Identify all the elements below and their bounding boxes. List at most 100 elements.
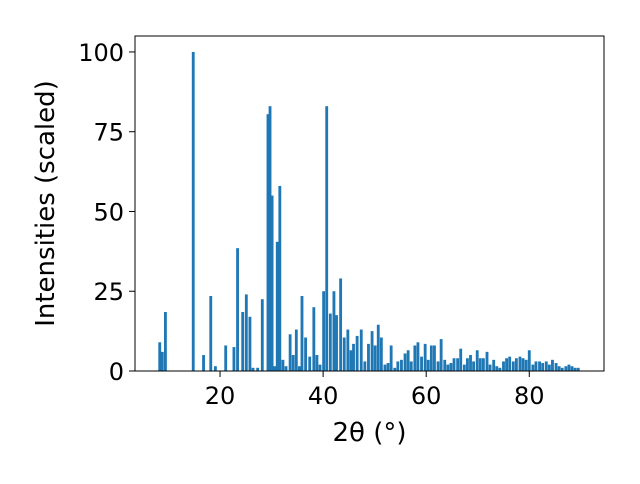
bar <box>508 356 512 371</box>
bar <box>446 364 450 371</box>
bar <box>495 366 499 371</box>
bar <box>449 363 453 371</box>
bar <box>294 329 298 371</box>
bar <box>426 359 430 371</box>
bar <box>541 363 545 371</box>
bar <box>400 359 403 371</box>
bar <box>534 361 538 371</box>
bar <box>275 241 279 371</box>
y-tick-label: 0 <box>109 358 124 386</box>
bar <box>420 356 423 371</box>
bar <box>363 361 367 371</box>
bar <box>564 366 568 371</box>
bar <box>224 345 228 371</box>
bar <box>502 361 505 371</box>
bar <box>485 351 489 371</box>
bar <box>256 367 260 371</box>
bar <box>469 355 472 371</box>
bar <box>260 299 264 371</box>
bar <box>236 248 239 371</box>
bar <box>325 106 329 371</box>
x-tick-label: 80 <box>514 382 545 410</box>
bar <box>514 358 518 371</box>
bar <box>346 329 350 371</box>
bar <box>393 367 397 371</box>
bar <box>281 359 285 371</box>
bar <box>423 343 427 371</box>
bar <box>355 335 359 371</box>
bar <box>278 185 282 371</box>
bar <box>452 358 456 371</box>
bar <box>518 356 522 371</box>
bar <box>567 364 571 371</box>
bar <box>163 311 167 371</box>
bar <box>498 367 502 371</box>
x-tick-label: 60 <box>411 382 442 410</box>
bar <box>531 364 535 371</box>
bar <box>475 350 479 371</box>
bar <box>481 358 485 371</box>
bar <box>339 278 343 371</box>
bar <box>544 361 548 371</box>
bar <box>472 361 476 371</box>
bar <box>322 291 326 371</box>
bar <box>396 361 400 371</box>
bar <box>488 364 492 371</box>
bar <box>511 361 515 371</box>
bar <box>352 343 355 371</box>
bars-group <box>158 51 580 372</box>
bar <box>389 345 393 371</box>
bar <box>291 355 295 371</box>
bar <box>160 351 164 371</box>
bar <box>466 358 469 371</box>
bar <box>270 195 274 371</box>
bar <box>383 364 387 371</box>
bar <box>521 358 525 371</box>
bar <box>342 337 346 371</box>
bar <box>315 355 319 371</box>
bar <box>335 315 338 371</box>
bar <box>158 342 162 371</box>
bar <box>573 367 577 371</box>
bar <box>213 366 217 371</box>
bar <box>273 366 277 371</box>
bar <box>524 359 528 371</box>
bar <box>557 366 561 371</box>
bar <box>232 347 236 371</box>
bar <box>328 313 332 371</box>
bar <box>268 106 272 371</box>
bar <box>244 294 248 371</box>
y-tick-label: 25 <box>93 278 124 306</box>
bar <box>248 316 252 371</box>
bar <box>202 355 205 371</box>
y-tick-label: 50 <box>93 198 124 226</box>
bar <box>492 359 496 371</box>
bar <box>413 345 417 371</box>
bar <box>551 359 554 371</box>
bar <box>547 364 551 371</box>
bar <box>304 337 308 371</box>
y-tick-label: 100 <box>78 39 124 67</box>
bar <box>376 324 380 371</box>
bar <box>312 307 316 371</box>
bar <box>459 348 463 371</box>
x-tick-label: 40 <box>308 382 339 410</box>
bar <box>288 334 292 371</box>
bar <box>409 361 413 371</box>
bar <box>433 345 436 371</box>
bar <box>456 358 460 371</box>
bar <box>379 337 383 371</box>
bar <box>478 358 482 371</box>
bar <box>436 361 440 371</box>
y-axis-label: Intensities (scaled) <box>31 80 61 327</box>
bar <box>251 367 255 371</box>
bar <box>570 366 574 371</box>
bar <box>297 366 301 371</box>
bar <box>359 329 363 371</box>
bar <box>318 364 322 371</box>
x-axis-label: 2θ (°) <box>332 418 406 448</box>
bar <box>349 350 353 371</box>
y-tick-label: 75 <box>93 119 124 147</box>
